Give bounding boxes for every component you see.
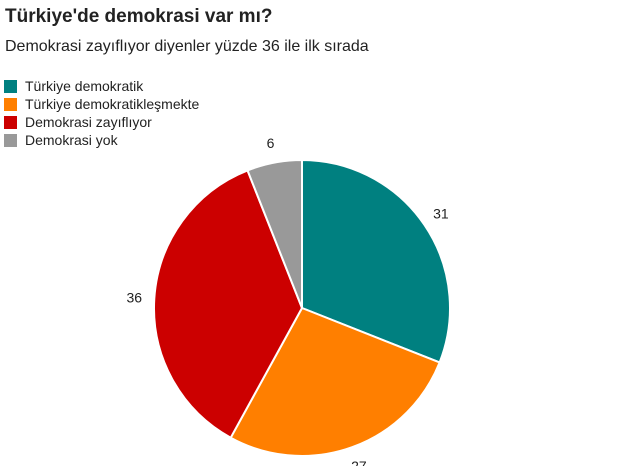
legend-item-demokrasi-zayifliyor: Demokrasi zayıflıyor [4, 113, 199, 131]
chart-subtitle: Demokrasi zayıflıyor diyenler yüzde 36 i… [5, 38, 369, 55]
legend-item-turkiye-demokratiklesmekte: Türkiye demokratikleşmekte [4, 95, 199, 113]
legend-item-turkiye-demokratik: Türkiye demokratik [4, 77, 199, 95]
legend-swatch [4, 79, 17, 93]
data-label-demokrasi-yok: 6 [267, 135, 275, 151]
legend-label: Türkiye demokratikleşmekte [25, 96, 200, 112]
pie-slice-turkiye-demokratiklesmekte [229, 307, 441, 457]
legend-item-demokrasi-yok: Demokrasi yok [4, 131, 199, 149]
data-label-turkiye-demokratiklesmekte: 27 [351, 458, 367, 466]
pie-slice-demokrasi-zayifliyor [153, 169, 303, 439]
pie-slice-demokrasi-yok [246, 159, 303, 309]
legend-swatch [4, 133, 17, 147]
legend-swatch [4, 97, 17, 111]
data-label-turkiye-demokratik: 31 [433, 206, 449, 222]
chart-title: Türkiye'de demokrasi var mı? [5, 6, 273, 27]
legend-label: Demokrasi zayıflıyor [25, 114, 152, 130]
legend-swatch [4, 115, 17, 129]
legend-label: Türkiye demokratik [25, 78, 144, 94]
data-label-demokrasi-zayifliyor: 36 [127, 290, 143, 306]
chart-legend: Türkiye demokratik Türkiye demokratikleşm… [4, 77, 199, 149]
legend-label: Demokrasi yok [25, 132, 118, 148]
pie-slice-turkiye-demokratik [301, 159, 451, 364]
